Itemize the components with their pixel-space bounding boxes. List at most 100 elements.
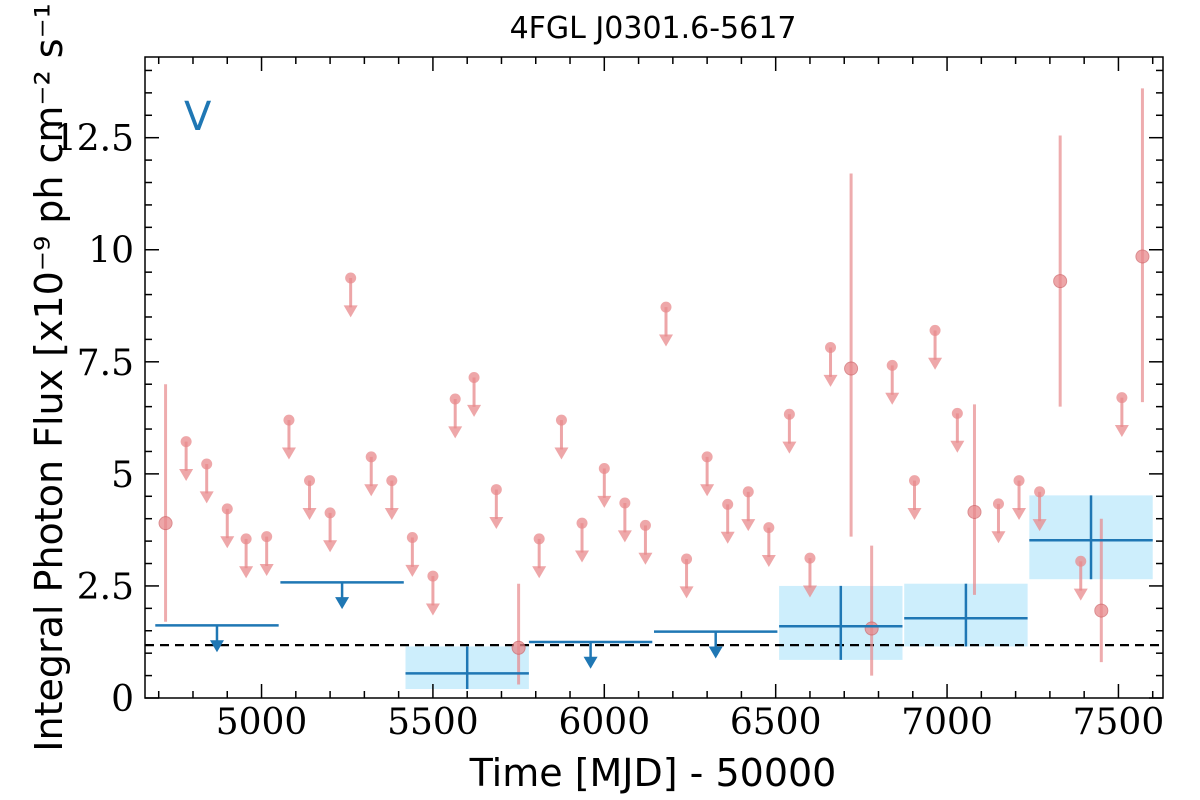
- y-tick-label: 7.5: [77, 343, 134, 384]
- fine-ul-arrow-33: [928, 357, 943, 370]
- fine-ul-point-20: [619, 497, 631, 509]
- fine-ul-arrow-22: [658, 334, 673, 347]
- fine-detection-5: [1053, 274, 1068, 289]
- fine-ul-point-6: [304, 475, 316, 487]
- fine-ul-arrow-24: [700, 484, 715, 497]
- chart-title: 4FGL J0301.6-5617: [510, 11, 797, 46]
- fine-ul-arrow-12: [425, 603, 440, 616]
- coarse-ul-arrow-1: [335, 597, 350, 610]
- fine-ul-arrow-13: [448, 426, 463, 439]
- fine-ul-arrow-18: [575, 550, 590, 563]
- plot-area: [145, 88, 1163, 690]
- fine-ul-point-14: [468, 372, 480, 383]
- fine-ul-arrow-37: [1032, 519, 1047, 532]
- fine-ul-point-11: [406, 532, 418, 544]
- fine-ul-point-30: [825, 341, 837, 353]
- x-tick-label: 6500: [730, 702, 822, 743]
- fine-ul-point-16: [533, 533, 545, 545]
- fine-ul-point-28: [783, 408, 795, 420]
- fine-ul-arrow-32: [907, 507, 922, 520]
- fine-detection-4: [967, 504, 982, 519]
- fine-ul-point-34: [951, 407, 963, 419]
- fine-ul-point-35: [992, 498, 1004, 510]
- fine-ul-arrow-28: [782, 441, 797, 454]
- fine-ul-arrow-35: [991, 531, 1006, 544]
- fine-ul-arrow-16: [532, 566, 547, 579]
- fine-ul-point-1: [201, 458, 213, 470]
- fine-ul-point-29: [804, 552, 816, 564]
- fine-ul-point-17: [555, 414, 567, 426]
- fine-ul-arrow-0: [179, 468, 194, 481]
- fine-ul-arrow-10: [384, 507, 399, 520]
- fine-ul-arrow-8: [343, 305, 358, 318]
- fine-ul-arrow-25: [720, 531, 735, 544]
- y-tick-label: 10: [88, 231, 134, 272]
- fine-ul-arrow-36: [1012, 507, 1027, 520]
- fine-ul-point-31: [886, 359, 898, 371]
- fine-ul-arrow-2: [220, 536, 235, 549]
- chart-annotation: V: [184, 94, 212, 140]
- fine-ul-point-7: [324, 507, 336, 519]
- coarse-ul-arrow-0: [209, 640, 224, 653]
- fine-ul-point-9: [365, 451, 377, 463]
- fine-ul-arrow-4: [259, 564, 274, 577]
- fine-ul-arrow-14: [467, 404, 482, 417]
- fine-ul-arrow-20: [617, 530, 632, 543]
- fine-ul-arrow-15: [489, 516, 504, 529]
- coarse-ul-arrow-2: [583, 656, 598, 669]
- coarse-ul-arrow-3: [708, 646, 723, 659]
- fine-ul-arrow-1: [199, 491, 214, 504]
- axis-ticks: 5000 5500 6000 6500 7000 7500 0 2.5 5 7.5 10 12.5: [54, 57, 1164, 743]
- fine-detection-0: [158, 516, 173, 531]
- fine-ul-point-26: [742, 486, 754, 498]
- fine-ul-arrow-29: [802, 585, 817, 598]
- plot-frame: [144, 56, 1164, 699]
- x-tick-label: 7500: [1073, 702, 1165, 743]
- fine-ul-point-24: [701, 451, 713, 463]
- y-tick-label: 5: [111, 455, 134, 496]
- fine-ul-point-0: [180, 436, 192, 448]
- x-tick-label: 5500: [387, 702, 479, 743]
- fine-ul-point-21: [639, 519, 651, 531]
- fine-detection-7: [1135, 249, 1150, 264]
- fine-ul-point-12: [427, 570, 439, 582]
- fine-ul-point-18: [576, 517, 588, 529]
- fine-ul-arrow-17: [554, 447, 569, 460]
- fine-ul-point-27: [763, 522, 775, 534]
- fine-ul-point-37: [1034, 486, 1046, 498]
- fine-ul-point-22: [660, 301, 672, 313]
- fine-ul-arrow-21: [638, 552, 653, 565]
- x-axis-label: Time [MJD] - 50000: [469, 751, 837, 795]
- fine-ul-point-19: [598, 462, 610, 474]
- y-axis-label: Integral Photon Flux [x10⁻⁹ ph cm⁻² s⁻¹]: [27, 0, 71, 752]
- fine-ul-point-38: [1075, 555, 1087, 567]
- fine-ul-arrow-30: [823, 374, 838, 387]
- fine-ul-point-10: [386, 475, 398, 487]
- y-tick-label: 0: [111, 679, 134, 720]
- x-tick-label: 7000: [901, 702, 993, 743]
- fine-ul-arrow-38: [1073, 588, 1088, 601]
- y-tick-label: 2.5: [77, 567, 134, 608]
- fine-ul-point-13: [449, 393, 461, 405]
- fine-ul-point-32: [908, 475, 920, 487]
- fine-ul-arrow-6: [302, 507, 317, 520]
- fine-ul-point-2: [221, 503, 233, 515]
- fine-ul-arrow-19: [597, 495, 612, 508]
- fine-detection-6: [1094, 603, 1109, 618]
- fine-detection-1: [511, 640, 526, 655]
- fine-ul-point-23: [681, 553, 693, 565]
- fine-ul-arrow-27: [761, 555, 776, 568]
- fine-ul-point-3: [240, 533, 252, 545]
- fine-ul-arrow-9: [364, 484, 379, 497]
- x-tick-label: 6000: [558, 702, 650, 743]
- fine-detection-2: [844, 361, 859, 376]
- fine-ul-arrow-7: [323, 540, 338, 553]
- fine-ul-point-8: [345, 272, 357, 284]
- fine-ul-point-25: [722, 498, 734, 510]
- x-tick-label: 5000: [216, 702, 308, 743]
- fine-ul-point-4: [261, 531, 273, 543]
- fine-ul-arrow-3: [239, 566, 254, 579]
- fine-ul-arrow-26: [741, 519, 756, 532]
- fine-ul-arrow-39: [1114, 425, 1129, 438]
